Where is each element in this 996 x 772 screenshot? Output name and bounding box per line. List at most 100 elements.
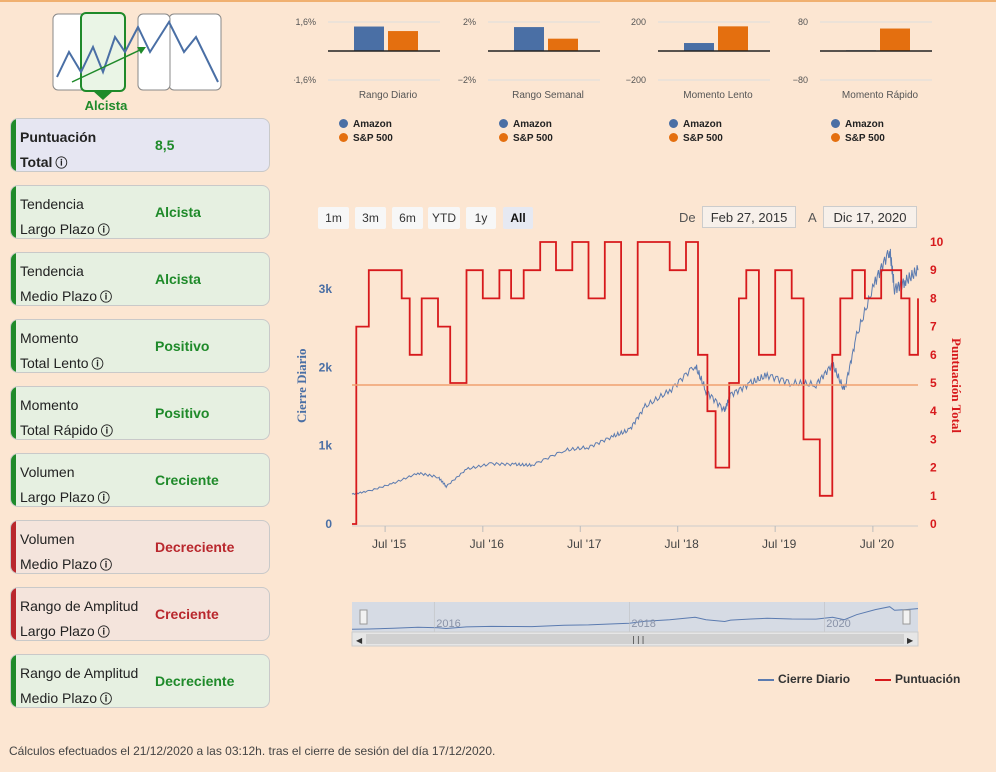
card-value: Positivo [155,338,210,354]
card-label: Tendencia Medio Plazo ⓘ [20,259,113,305]
range-button-3m[interactable]: 3m [355,207,386,229]
score-card: Volumen Medio Plazo ⓘ Decreciente [10,520,270,574]
card-label-line2: Largo Plazo [20,221,95,237]
left-tick-label: 1k [319,439,333,453]
range-button-6m[interactable]: 6m [392,207,423,229]
navigator-handle-left[interactable] [359,609,368,625]
score-card: Rango de Amplitud Medio Plazo ⓘ Decreciente [10,654,270,708]
scroll-left-arrow-icon[interactable]: ◀ [356,636,363,645]
legend-sp500[interactable]: S&P 500 [499,133,553,144]
x-tick-label: Jul '19 [762,537,797,551]
bar-sp500[interactable] [548,38,578,51]
score-card: Tendencia Medio Plazo ⓘ Alcista [10,252,270,306]
mini-bar-chart: 1,6% −1,6% Rango Diario [294,17,440,101]
card-label-line2: Medio Plazo [20,556,98,572]
legend-dot [499,119,508,128]
score-card: Volumen Largo Plazo ⓘ Creciente [10,453,270,507]
score-card: Rango de Amplitud Largo Plazo ⓘ Creciente [10,587,270,641]
navigator-handle-right[interactable] [902,609,911,625]
x-tick-label: Jul '16 [470,537,505,551]
bar-amazon[interactable] [684,43,714,51]
info-icon[interactable]: ⓘ [100,558,113,572]
legend-dot [669,133,678,142]
card-label-line2: Medio Plazo [20,690,98,706]
card-label-line1: Volumen [20,464,75,480]
right-tick-label: 9 [930,263,937,277]
card-label-line2: Total [20,154,53,170]
legend-close[interactable]: Cierre Diario [758,672,850,686]
legend-score[interactable]: Puntuación [875,672,960,686]
range-from-input[interactable]: Feb 27, 2015 [702,206,796,228]
range-button-all[interactable]: All [503,207,533,229]
top-border [0,0,996,2]
mini-ytick-top: 1,6% [295,17,316,27]
legend-dot [831,133,840,142]
legend-dot [499,133,508,142]
navigator-tick-label: 2020 [826,618,850,630]
score-card: Puntuación Total ⓘ 8,5 [10,118,270,172]
right-tick-label: 8 [930,291,937,305]
bar-sp500[interactable] [718,26,748,51]
scroll-right-arrow-icon[interactable]: ▶ [907,636,914,645]
score-card: Momento Total Lento ⓘ Positivo [10,319,270,373]
mini-ytick-top: 2% [463,17,476,27]
range-button-ytd[interactable]: YTD [428,207,460,229]
series-close-line[interactable] [351,248,919,496]
card-label-line2: Total Lento [20,355,89,371]
right-tick-label: 4 [930,404,937,418]
legend-amazon[interactable]: Amazon [831,119,884,130]
mini-ytick-top: 80 [798,17,808,27]
mini-bar-chart: 200 −200 Momento Lento [626,17,770,101]
legend-sp500[interactable]: S&P 500 [831,133,885,144]
navigator-selection[interactable] [352,602,918,632]
card-label-line1: Tendencia [20,263,84,279]
info-icon[interactable]: ⓘ [97,491,110,505]
card-label-line1: Rango de Amplitud [20,598,139,614]
info-icon[interactable]: ⓘ [55,156,68,170]
legend-dot [339,133,348,142]
range-button-1y[interactable]: 1y [466,207,496,229]
score-card: Tendencia Largo Plazo ⓘ Alcista [10,185,270,239]
bar-amazon[interactable] [514,27,544,51]
legend-amazon[interactable]: Amazon [339,119,392,130]
info-icon[interactable]: ⓘ [97,625,110,639]
mini-ytick-top: 200 [631,17,646,27]
info-icon[interactable]: ⓘ [100,424,113,438]
info-icon[interactable]: ⓘ [100,692,113,706]
mini-bar-chart: 80 −80 Momento Rápido [793,17,932,101]
x-tick-label: Jul '20 [860,537,895,551]
legend-dot [339,119,348,128]
info-icon[interactable]: ⓘ [100,290,113,304]
legend-sp500[interactable]: S&P 500 [339,133,393,144]
info-icon[interactable]: ⓘ [91,357,104,371]
bar-sp500[interactable] [880,28,910,51]
mini-ytick-bottom: −80 [793,75,808,85]
card-value: Alcista [155,271,201,287]
legend-amazon[interactable]: Amazon [499,119,552,130]
series-score-line[interactable] [352,241,919,525]
range-to-input[interactable]: Dic 17, 2020 [823,206,917,228]
card-label: Volumen Medio Plazo ⓘ [20,527,113,573]
bar-amazon[interactable] [354,26,384,51]
legend-label: Amazon [683,119,722,130]
card-label-line1: Rango de Amplitud [20,665,139,681]
info-icon[interactable]: ⓘ [97,223,110,237]
card-label: Rango de Amplitud Medio Plazo ⓘ [20,661,139,707]
range-from-label: De [679,210,696,225]
legend-sp500[interactable]: S&P 500 [669,133,723,144]
mini-ytick-bottom: −2% [458,75,476,85]
legend-label: Amazon [513,119,552,130]
navigator-tick-label: 2016 [436,618,460,630]
right-tick-label: 10 [930,235,944,249]
right-tick-label: 3 [930,432,937,446]
legend-amazon[interactable]: Amazon [669,119,722,130]
right-tick-label: 5 [930,376,937,390]
card-label-line2: Largo Plazo [20,623,95,639]
bar-sp500[interactable] [388,31,418,51]
card-label-line1: Puntuación [20,129,97,145]
scrollbar-thumb[interactable] [366,634,904,644]
right-tick-label: 7 [930,320,937,334]
range-button-1m[interactable]: 1m [318,207,349,229]
legend-label: S&P 500 [513,133,553,144]
scroll-grip-icon[interactable]: ||| [631,635,645,644]
